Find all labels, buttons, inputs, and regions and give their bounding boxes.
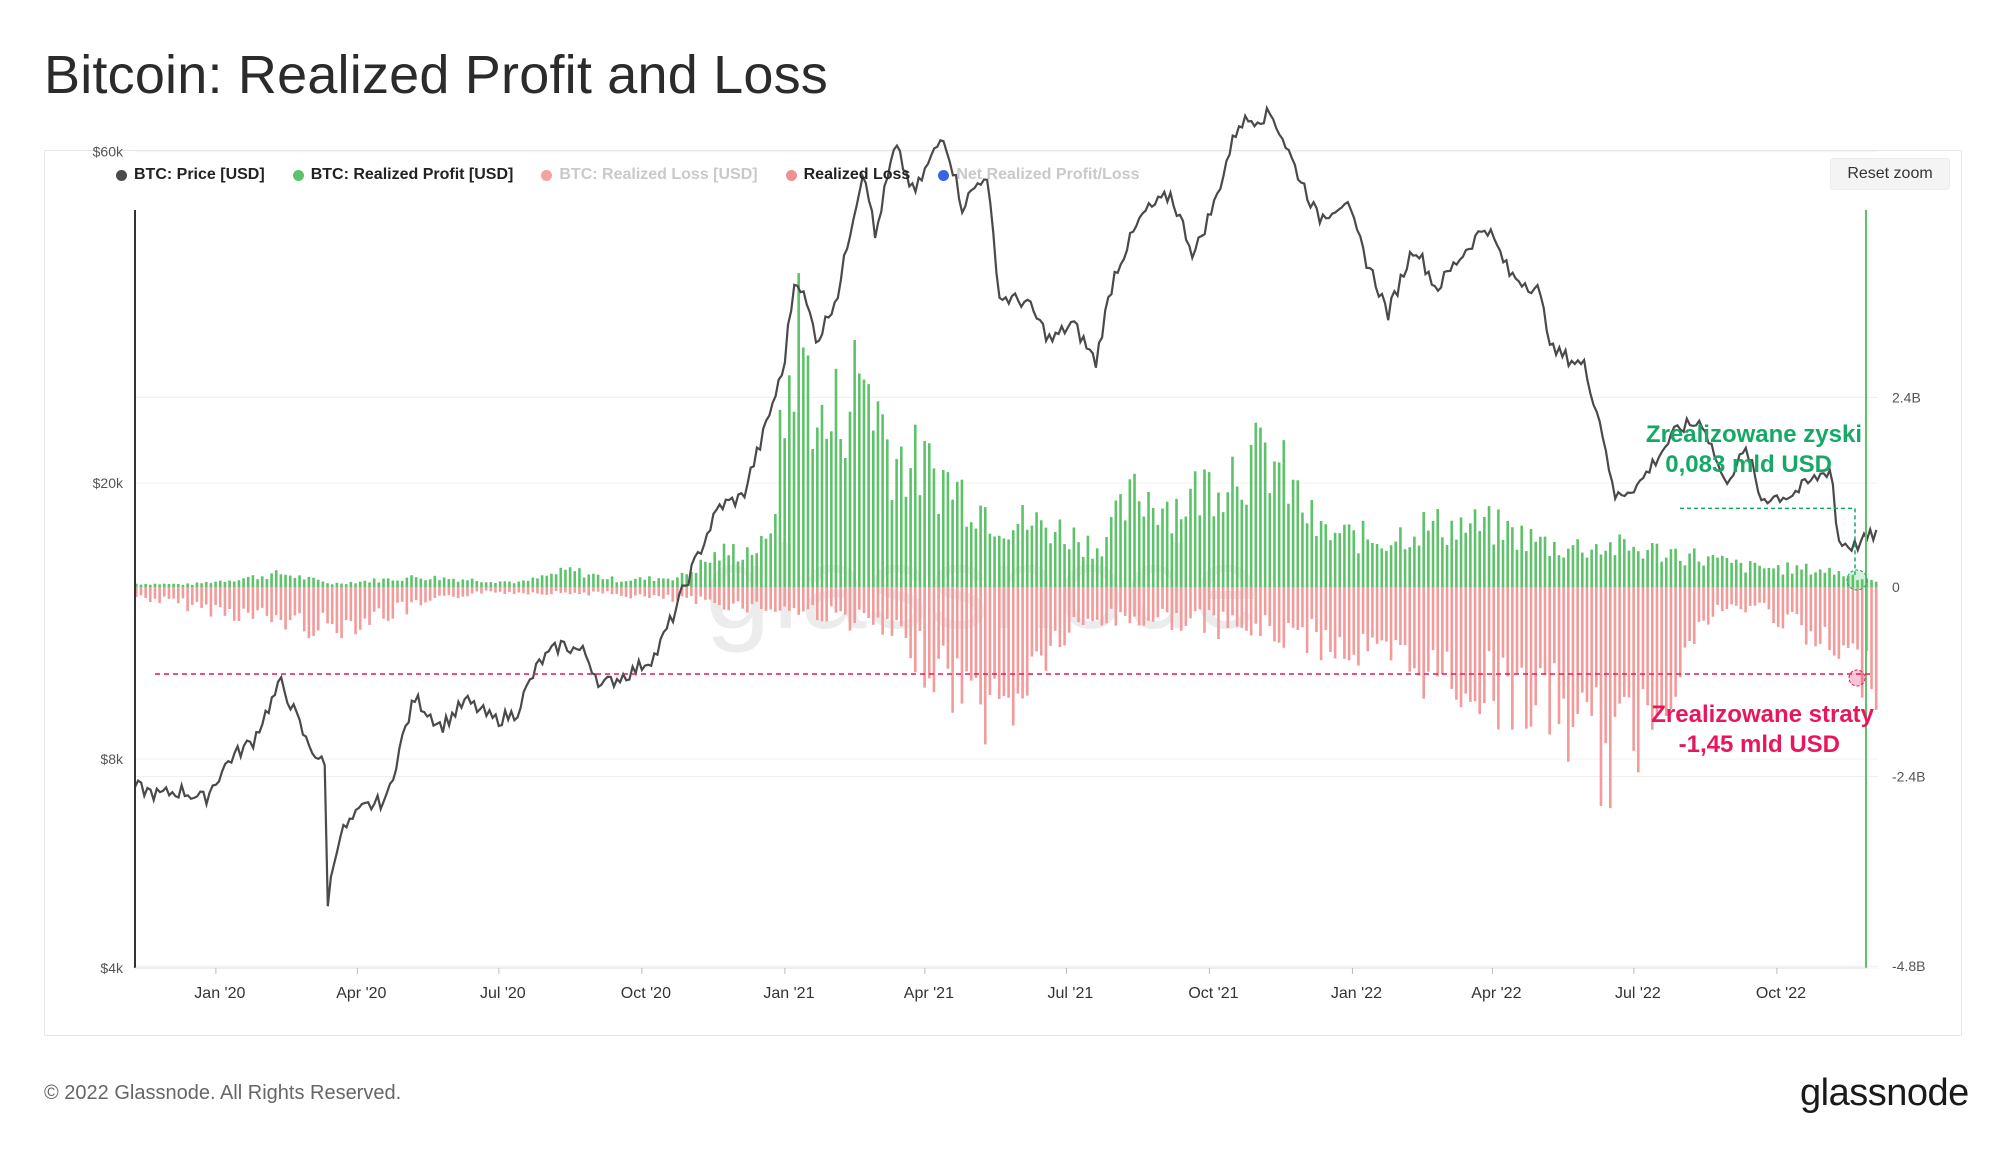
legend-item-realized-profit[interactable]: BTC: Realized Profit [USD] bbox=[292, 166, 514, 184]
watermark: glassnode bbox=[705, 522, 1261, 654]
legend-dot-icon bbox=[116, 169, 127, 181]
legend-item-realized-loss[interactable]: Realized Loss bbox=[785, 166, 911, 184]
legend-label: BTC: Realized Profit [USD] bbox=[310, 166, 514, 183]
legend-dot-icon bbox=[785, 169, 797, 181]
legend-label: Realized Loss bbox=[803, 166, 911, 183]
legend-label: BTC: Realized Loss [USD] bbox=[559, 166, 758, 183]
copyright: © 2022 Glassnode. All Rights Reserved. bbox=[44, 1082, 402, 1104]
page-title: Bitcoin: Realized Profit and Loss bbox=[44, 45, 829, 105]
legend-label: BTC: Price [USD] bbox=[134, 166, 265, 183]
brand-logo: glassnode bbox=[1800, 1072, 1969, 1114]
legend-label: Net Realized Profit/Loss bbox=[956, 166, 1140, 183]
legend-item-price[interactable]: BTC: Price [USD] bbox=[116, 166, 265, 184]
legend-item-net-realized[interactable]: Net Realized Profit/Loss bbox=[938, 166, 1139, 184]
legend-dot-icon bbox=[938, 169, 950, 181]
legend-dot-icon bbox=[541, 169, 553, 181]
legend: BTC: Price [USD] BTC: Realized Profit [U… bbox=[116, 166, 1139, 184]
reset-zoom-button[interactable]: Reset zoom bbox=[1830, 158, 1950, 190]
legend-item-realized-loss-usd[interactable]: BTC: Realized Loss [USD] bbox=[541, 166, 758, 184]
legend-dot-icon bbox=[292, 169, 304, 181]
